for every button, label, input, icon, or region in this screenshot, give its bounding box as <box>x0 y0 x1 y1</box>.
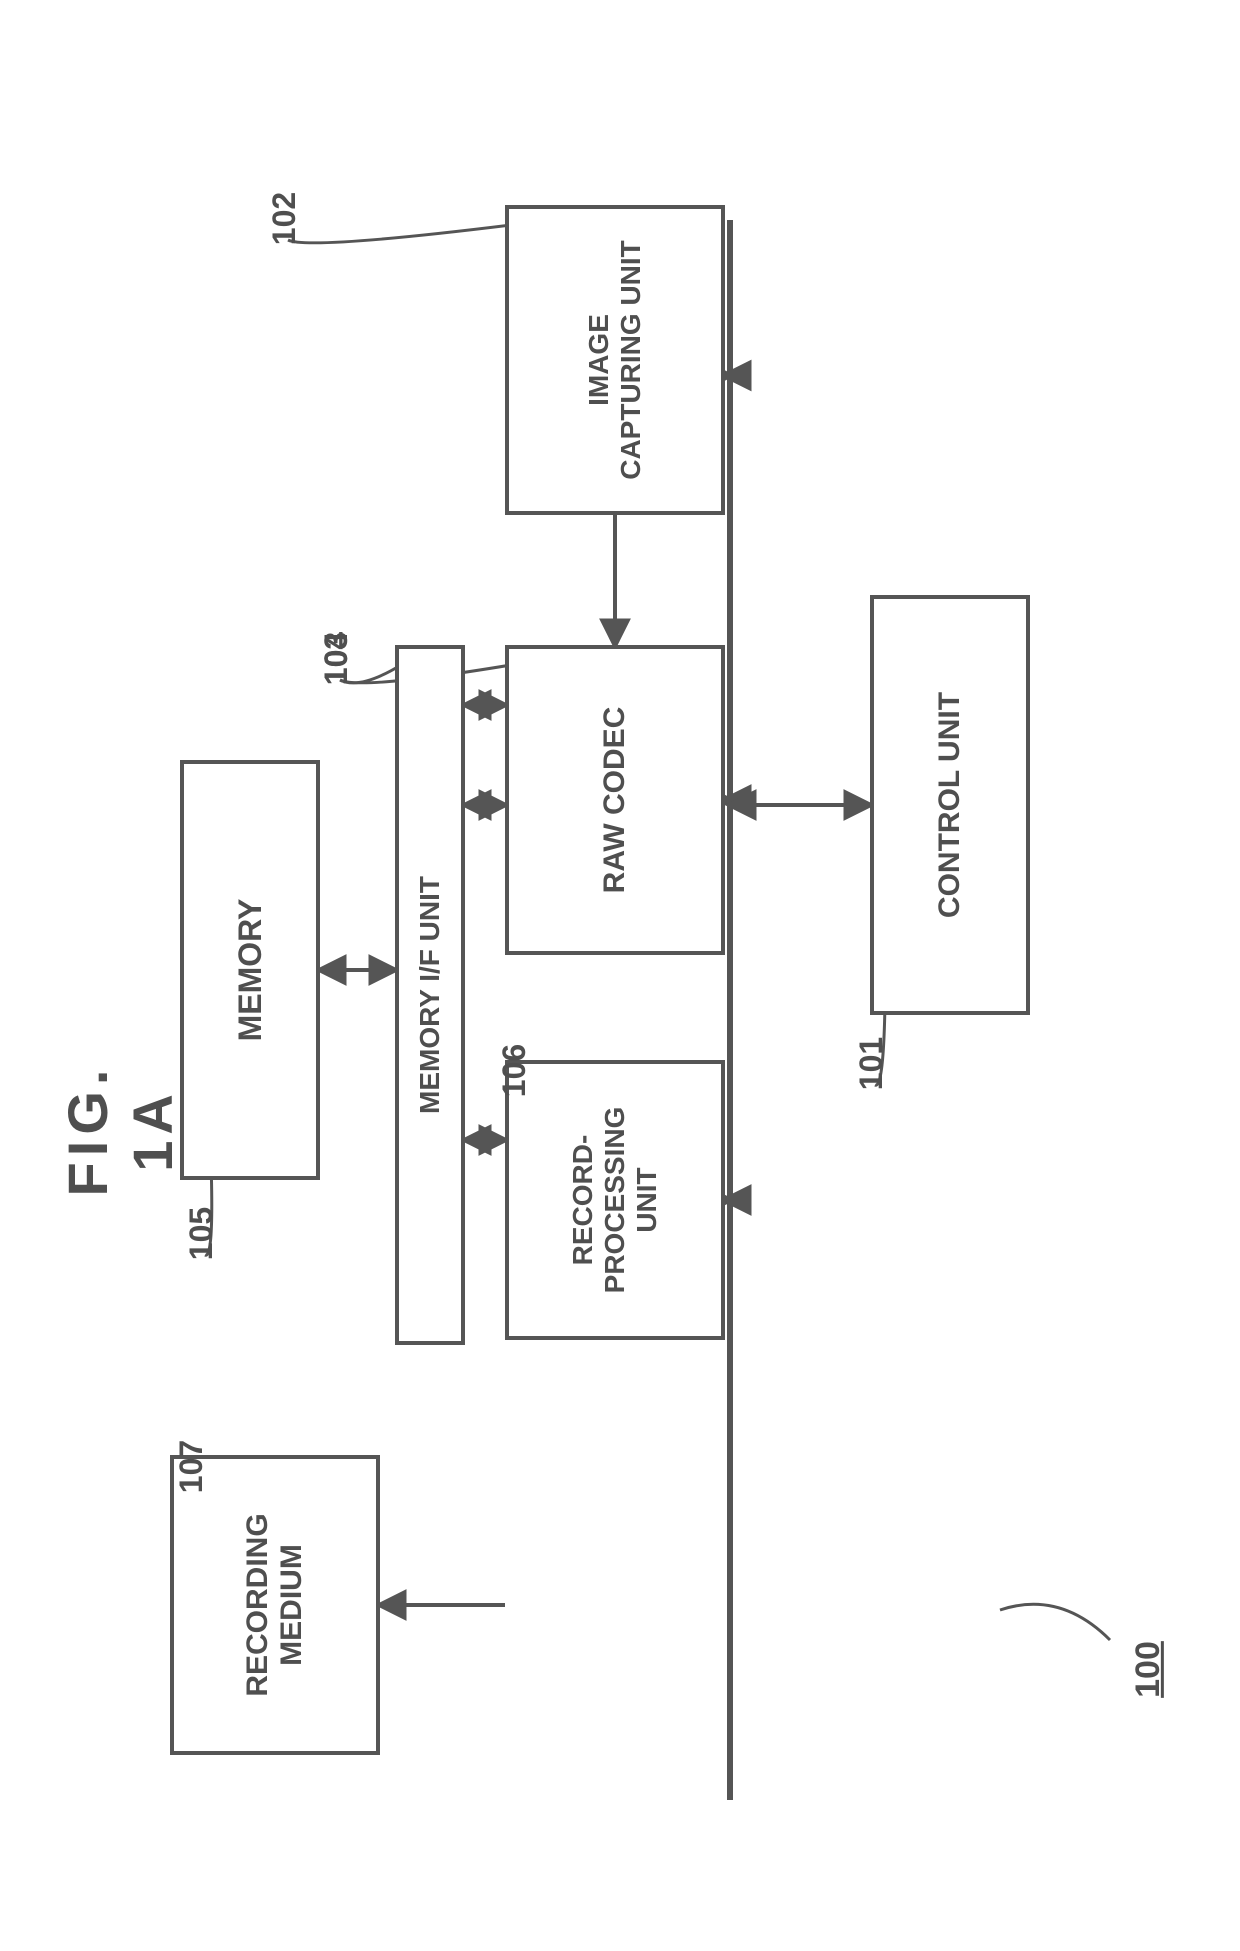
raw_codec-label: RAW CODEC <box>598 707 633 894</box>
memory-ref: 105 <box>183 1207 220 1260</box>
figure-ref-100: 100 <box>1129 1641 1168 1698</box>
record_processing-label: RECORD- PROCESSING UNIT <box>567 1107 664 1294</box>
recording_medium-box: RECORDING MEDIUM <box>170 1455 380 1755</box>
image_capturing-label: IMAGE CAPTURING UNIT <box>583 240 647 480</box>
recording_medium-ref: 107 <box>173 1440 210 1493</box>
control_unit-box: CONTROL UNIT <box>870 595 1030 1015</box>
memory_if-label: MEMORY I/F UNIT <box>414 876 446 1114</box>
memory_if-box: MEMORY I/F UNIT <box>395 645 465 1345</box>
memory_if-ref: 104 <box>318 632 355 685</box>
raw_codec-box: RAW CODEC <box>505 645 725 955</box>
memory-label: MEMORY <box>232 899 269 1042</box>
image_capturing-ref: 102 <box>266 192 303 245</box>
image_capturing-box: IMAGE CAPTURING UNIT <box>505 205 725 515</box>
control_unit-label: CONTROL UNIT <box>933 692 968 918</box>
figure-stage: FIG. 1A IMAGE CAPTURING UNIT102RAW CODEC… <box>0 0 1240 1951</box>
control_unit-ref: 101 <box>853 1037 890 1090</box>
record_processing-box: RECORD- PROCESSING UNIT <box>505 1060 725 1340</box>
recording_medium-label: RECORDING MEDIUM <box>241 1513 310 1696</box>
record_processing-ref: 106 <box>496 1044 533 1097</box>
memory-box: MEMORY <box>180 760 320 1180</box>
